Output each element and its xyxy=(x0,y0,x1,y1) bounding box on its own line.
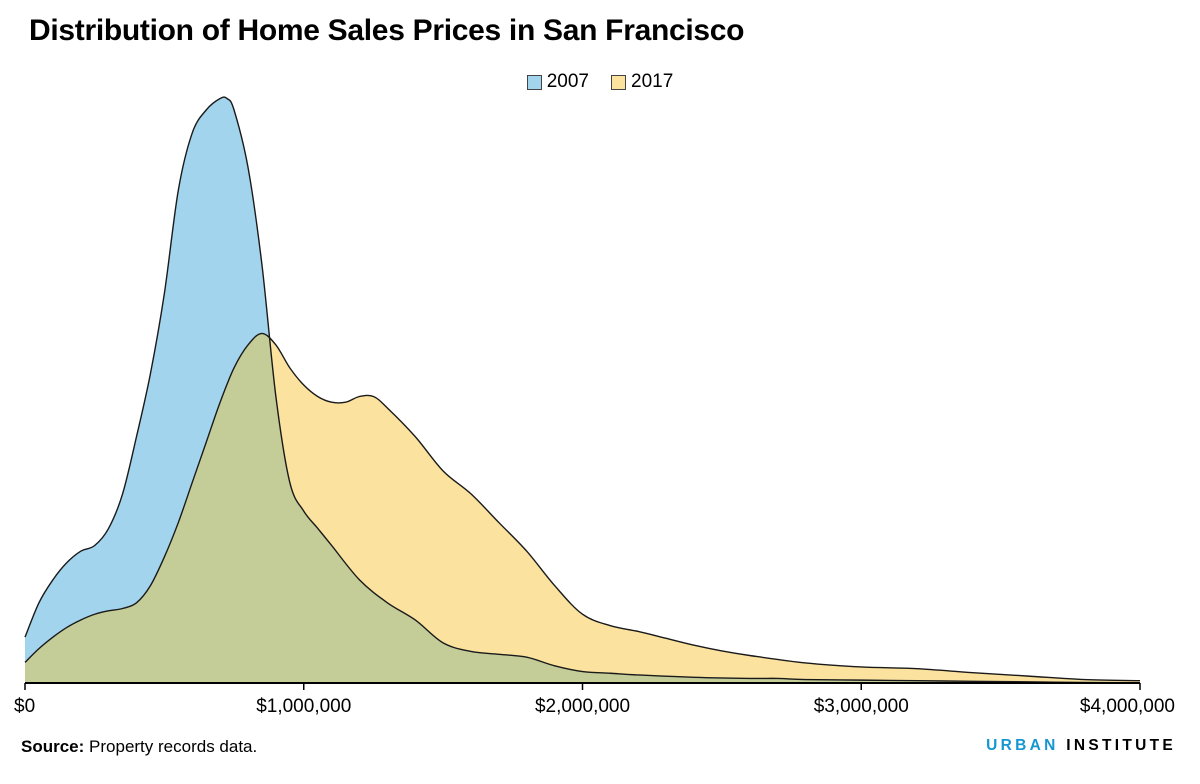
line-2007 xyxy=(24,96,1141,684)
source-note: Source: Property records data. xyxy=(21,737,257,757)
x-tick-label: $0 xyxy=(14,696,35,717)
legend-swatch-2017 xyxy=(611,74,626,90)
legend-label-2007: 2007 xyxy=(546,71,589,92)
chart-title: Distribution of Home Sales Prices in San… xyxy=(29,14,745,47)
line-2017 xyxy=(24,332,1141,682)
logo-institute: INSTITUTE xyxy=(1066,737,1176,754)
urban-institute-logo: URBAN INSTITUTE xyxy=(986,737,1176,755)
source-label: Source: xyxy=(21,737,85,756)
chart-legend: 2007 2017 xyxy=(0,71,1200,93)
legend-item-2007: 2007 xyxy=(526,71,589,93)
source-text: Property records data. xyxy=(89,737,258,756)
legend-swatch-2007 xyxy=(526,74,542,90)
logo-urban: URBAN xyxy=(986,737,1059,754)
legend-label-2017: 2017 xyxy=(631,71,674,92)
x-tick-label: $3,000,000 xyxy=(814,696,909,717)
x-tick-label: $1,000,000 xyxy=(256,696,351,717)
x-tick-label: $4,000,000 xyxy=(1080,696,1175,717)
x-tick-label: $2,000,000 xyxy=(535,696,630,717)
legend-item-2017: 2017 xyxy=(611,71,673,93)
